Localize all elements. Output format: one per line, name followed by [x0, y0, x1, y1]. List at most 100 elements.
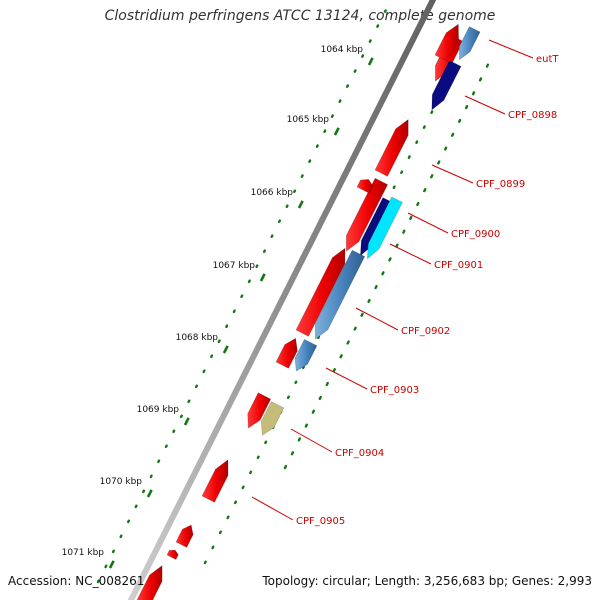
- gc-dot: [415, 140, 419, 145]
- cds-gene: [356, 179, 374, 194]
- outer-dot-track: [96, 9, 387, 584]
- gc-dot: [339, 354, 343, 359]
- gc-dot: [311, 409, 315, 414]
- gene-features: [136, 23, 481, 600]
- gc-dot: [485, 63, 490, 68]
- gc-dot: [402, 229, 406, 234]
- kbp-tick-label: 1068 kbp: [176, 333, 219, 343]
- gc-dot: [286, 395, 290, 400]
- label-leader-line: [325, 367, 368, 390]
- gene-label: CPF_0901: [434, 260, 483, 271]
- gc-dot: [374, 285, 378, 290]
- kbp-tick-mark: [259, 273, 266, 282]
- gc-dot: [179, 414, 183, 419]
- gc-dot: [264, 440, 268, 445]
- kbp-tick-label: 1069 kbp: [137, 405, 180, 415]
- label-leader-line: [407, 212, 449, 234]
- gc-dot: [187, 399, 191, 404]
- kbp-tick-label: 1066 kbp: [251, 188, 294, 198]
- cds-gene: [201, 459, 229, 503]
- gc-dot: [241, 485, 245, 490]
- cog-block-steelblue: [314, 249, 366, 340]
- gc-dot: [383, 9, 387, 13]
- gc-dot: [217, 339, 221, 344]
- gc-dot: [211, 545, 215, 550]
- gc-dot: [142, 489, 146, 494]
- gc-dot: [423, 188, 427, 193]
- kbp-tick-mark: [108, 560, 115, 569]
- gc-dot: [353, 326, 357, 331]
- cds-gene: [374, 118, 409, 177]
- gc-dot: [104, 564, 108, 569]
- gc-dot: [332, 368, 336, 373]
- gc-dot: [240, 294, 244, 299]
- gc-dot: [283, 465, 288, 470]
- gc-dot: [194, 384, 199, 389]
- gc-dot: [297, 437, 301, 442]
- gc-dot: [430, 110, 434, 115]
- gc-dot: [249, 470, 253, 475]
- gc-dot: [285, 204, 289, 209]
- gc-dot: [293, 189, 297, 194]
- gc-dot: [376, 24, 380, 28]
- gc-dot: [256, 455, 260, 460]
- cds-gene: [434, 23, 459, 62]
- gc-dot: [226, 515, 230, 520]
- gc-dot: [381, 271, 385, 276]
- gc-dot: [430, 174, 434, 179]
- gc-dot: [458, 118, 462, 124]
- kbp-tick-mark: [146, 489, 153, 498]
- accession-text: Accession: NC_008261: [8, 574, 145, 588]
- cds-gene: [275, 337, 298, 369]
- gc-dot: [388, 257, 392, 262]
- gene-label: CPF_0903: [370, 385, 419, 396]
- cds-gene: [175, 524, 194, 548]
- gc-dot: [422, 125, 426, 130]
- gc-dot: [346, 340, 350, 345]
- backbone-track: [127, 0, 437, 600]
- kbp-tick-mark: [297, 200, 304, 209]
- gc-dot: [444, 146, 448, 151]
- gc-dot: [149, 474, 153, 479]
- label-leader-line: [290, 428, 333, 453]
- gc-dot: [225, 324, 229, 329]
- cog-block-navy: [431, 60, 462, 111]
- gc-dot: [203, 560, 207, 565]
- gc-dot: [290, 451, 295, 456]
- cog-block-steelblue: [458, 26, 481, 61]
- gc-dot: [232, 309, 236, 314]
- cog-block-olive: [260, 401, 285, 436]
- map-title: Clostridium perfringens ATCC 13124, comp…: [104, 8, 496, 24]
- gc-dot: [172, 429, 176, 434]
- kbp-tick-label: 1067 kbp: [213, 261, 256, 271]
- gc-dot: [360, 312, 364, 317]
- gc-dot: [157, 459, 161, 464]
- gc-dot: [317, 335, 321, 340]
- gc-dot: [471, 91, 476, 96]
- gc-dot: [270, 234, 274, 239]
- gc-dot: [407, 155, 411, 160]
- label-leader-line: [488, 39, 534, 59]
- gc-dot: [218, 530, 222, 535]
- kbp-tick-mark: [367, 57, 374, 66]
- gc-dot: [134, 504, 138, 509]
- cds-gene: [166, 549, 179, 560]
- gc-dot: [451, 132, 455, 137]
- gc-dot: [315, 144, 319, 149]
- gene-label: CPF_0899: [476, 179, 525, 190]
- cds-gene: [136, 564, 163, 600]
- gc-dot-tracks: [96, 9, 490, 584]
- gc-dot: [126, 519, 131, 524]
- label-leader-line: [355, 307, 399, 331]
- gc-dot: [409, 215, 413, 221]
- gc-dot: [233, 500, 238, 505]
- map-labels: 1064 kbp 1065 kbp 1066 kbp 1067 kbp 1068 kbp…: [62, 45, 560, 558]
- gc-dot: [255, 264, 259, 268]
- cog-block-cyan: [367, 196, 403, 260]
- gc-dot: [323, 129, 327, 134]
- gene-label: CPF_0904: [335, 448, 384, 459]
- gc-dot: [330, 114, 334, 119]
- gc-dot: [367, 298, 371, 303]
- topology-text: Topology: circular; Length: 3,256,683 bp…: [262, 574, 592, 588]
